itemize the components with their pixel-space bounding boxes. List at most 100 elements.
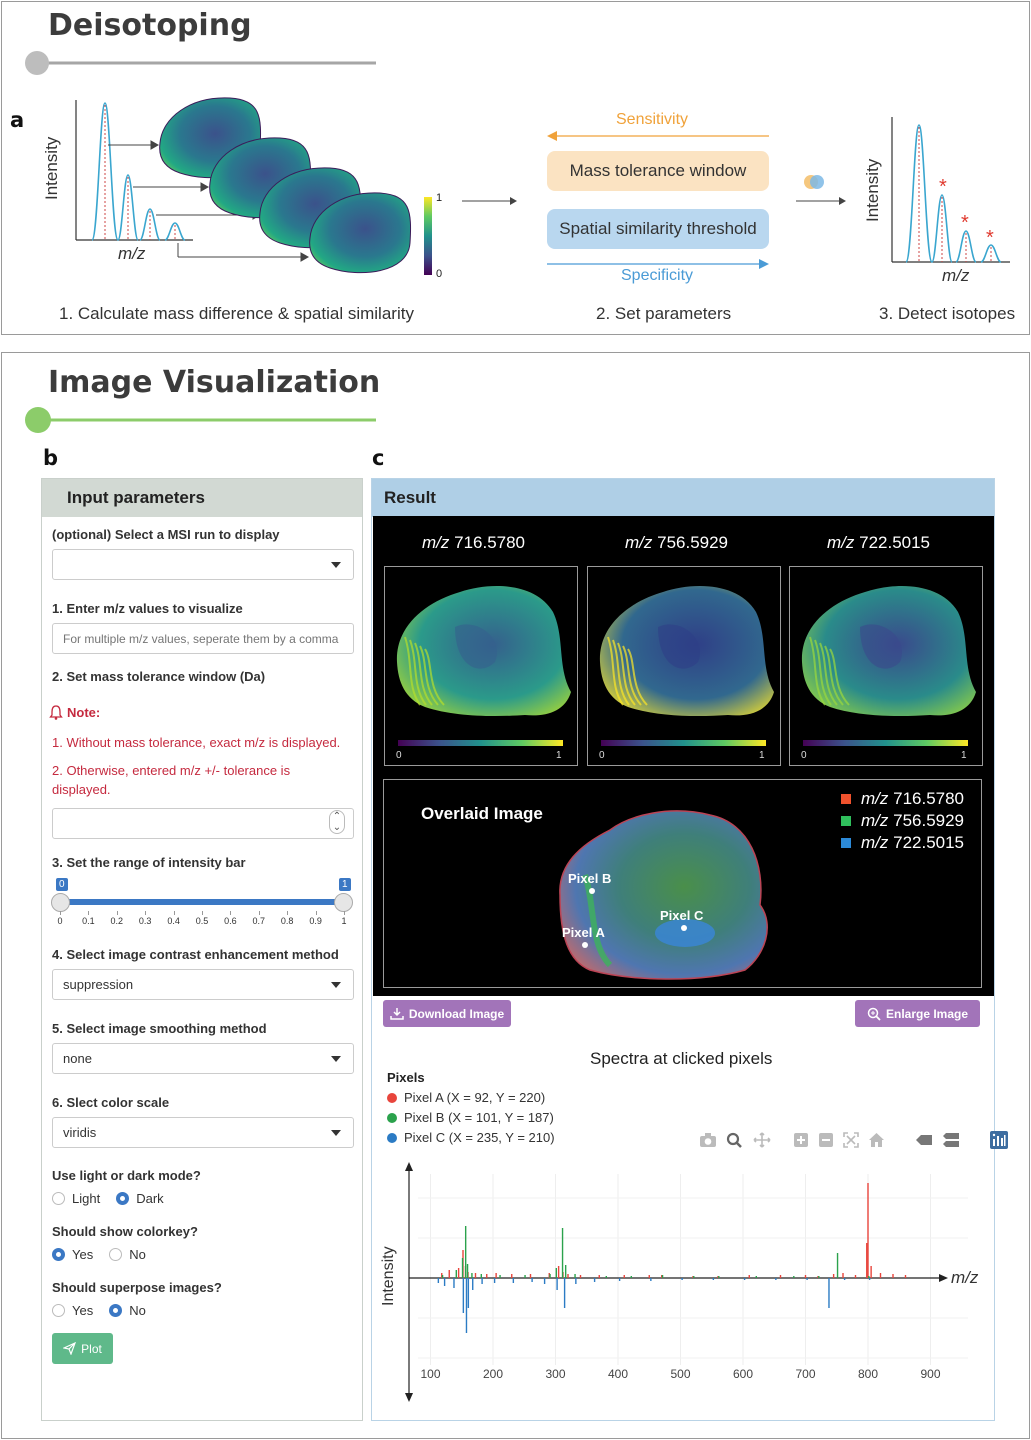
enlarge-image-button[interactable]: Enlarge Image [855, 1000, 980, 1027]
plot-button[interactable]: Plot [52, 1333, 113, 1364]
superpose-radio-yes[interactable] [52, 1304, 65, 1317]
pixel-legend-item[interactable]: Pixel A (X = 92, Y = 220) [387, 1090, 545, 1105]
zoom-icon[interactable] [726, 1132, 744, 1148]
colorkey-radio-yes[interactable] [52, 1248, 65, 1261]
ion-image-title: m/z 716.5780 [422, 533, 525, 553]
mz-axis-label-a: m/z [118, 244, 146, 263]
mz-prefix: m/z [827, 533, 860, 552]
color-scale-value: viridis [63, 1125, 97, 1140]
superpose-option-label: Yes [72, 1303, 94, 1318]
note-line-1: 1. Without mass tolerance, exact m/z is … [52, 735, 341, 750]
ion-image-brain[interactable] [588, 567, 780, 765]
zoom-out-icon[interactable] [818, 1132, 834, 1148]
mode-radio-light[interactable] [52, 1192, 65, 1205]
range-slider-max-handle[interactable] [334, 893, 353, 912]
mass-tolerance-input[interactable]: ⌃ ⌄ [52, 808, 354, 839]
sensitivity-label: Sensitivity [616, 111, 689, 128]
range-tick-mark [287, 911, 289, 915]
colorbar-a-min: 0 [436, 268, 443, 280]
colorkey-radio-no[interactable] [109, 1248, 123, 1261]
legend-text: m/z 722.5015 [861, 833, 964, 853]
range-tick-label: 0.6 [224, 916, 237, 926]
ion-image-frame[interactable] [384, 566, 578, 766]
mz-value: 722.5015 [859, 533, 931, 552]
ion-image-brain[interactable] [790, 567, 982, 765]
camera-icon[interactable] [699, 1132, 717, 1148]
range-tick-label: 0.8 [280, 916, 294, 926]
colorbar-min-label: 0 [599, 750, 605, 761]
mode-option-label: Light [72, 1191, 101, 1206]
colorbar-min-label: 0 [396, 750, 402, 761]
mode-radio-dark[interactable] [116, 1192, 130, 1205]
legend-swatch [841, 838, 851, 848]
arrow-step2-to-step3 [796, 175, 846, 205]
arrow-step1-to-step2 [462, 197, 517, 205]
result-header: Result [372, 479, 994, 517]
range-tick-mark [202, 911, 203, 915]
smoothing-label: 5. Select image smoothing method [52, 1021, 267, 1036]
superpose-label: Should superpose images? [52, 1280, 222, 1295]
zoom-in-icon[interactable] [793, 1132, 809, 1148]
mz-value: 716.5780 [454, 533, 526, 552]
mode-label: Use light or dark mode? [52, 1168, 201, 1183]
input-parameters-card: Input parameters (optional) Select a MSI… [41, 478, 363, 1421]
y-axis-arrow-down [405, 1393, 413, 1402]
download-icon [390, 1008, 404, 1020]
autoscale-icon[interactable] [843, 1132, 859, 1148]
spatial-similarity-box: Spatial similarity threshold [547, 209, 769, 249]
spectra-chart[interactable]: 100 200 300 400 500 600 700 800 900 [378, 1160, 988, 1405]
hover-closest-icon[interactable] [915, 1134, 933, 1146]
download-image-button[interactable]: Download Image [383, 1000, 511, 1027]
colorkey-label: Should show colorkey? [52, 1224, 198, 1239]
range-tick-label: 0.9 [309, 916, 322, 926]
plotly-toolbar [699, 1131, 1008, 1149]
color-scale-select[interactable]: viridis [52, 1117, 354, 1148]
range-tick-mark [145, 911, 147, 915]
range-tick-label: 0 [57, 916, 63, 926]
range-slider-track[interactable] [60, 899, 344, 905]
range-min-badge: 0 [56, 878, 68, 891]
legend-label: Pixel A (X = 92, Y = 220) [404, 1090, 546, 1105]
mz-value: 756.5929 [893, 811, 965, 830]
pixel-legend-item[interactable]: Pixel B (X = 101, Y = 187) [387, 1110, 554, 1125]
note-line-2: 2. Otherwise, entered m/z +/- tolerance … [52, 763, 291, 797]
range-tick-label: 0.1 [82, 916, 95, 926]
range-tick-label: 0.7 [252, 916, 266, 926]
hover-compare-icon[interactable] [942, 1132, 960, 1148]
overlay-legend-item: m/z 756.5929 [841, 811, 964, 831]
mass-tolerance-box: Mass tolerance window [547, 151, 769, 191]
superpose-radio-no[interactable] [109, 1304, 123, 1317]
chevron-down-icon [331, 562, 341, 568]
overlaid-brain-image[interactable] [550, 785, 785, 985]
range-tick-mark [315, 911, 317, 915]
smoothing-select[interactable]: none [52, 1043, 354, 1074]
step2-caption: 2. Set parameters [596, 304, 732, 323]
range-slider-min-handle[interactable] [51, 893, 70, 912]
isotope-marker-3: * [986, 227, 994, 249]
colorbar-max-label: 1 [961, 750, 967, 761]
spinner-icon[interactable]: ⌃ ⌄ [329, 810, 345, 834]
pixel-a-label: Pixel A [562, 925, 605, 940]
isotope-marker-1: * [939, 176, 947, 198]
pan-icon[interactable] [753, 1132, 771, 1148]
mz-values-input[interactable] [52, 623, 354, 654]
colorbar-a [424, 197, 432, 275]
home-icon[interactable] [868, 1132, 885, 1148]
spectra-y-axis-label: Intensity [380, 1246, 397, 1306]
msi-run-select[interactable] [52, 549, 354, 580]
x-tick-label: 800 [858, 1367, 878, 1381]
specificity-label: Specificity [621, 267, 694, 284]
plotly-logo-icon[interactable] [990, 1131, 1008, 1149]
ion-image-colorbar [803, 740, 968, 746]
parameter-arrows [547, 131, 769, 269]
input-parameters-header: Input parameters [42, 479, 362, 517]
isotope-marker-2: * [961, 212, 969, 234]
mz-value: 756.5929 [657, 533, 729, 552]
contrast-select[interactable]: suppression [52, 969, 354, 1000]
ion-image-frame[interactable] [587, 566, 781, 766]
pixel-legend-item[interactable]: Pixel C (X = 235, Y = 210) [387, 1130, 555, 1145]
step3-caption: 3. Detect isotopes [879, 304, 1016, 323]
ion-image-brain[interactable] [385, 567, 577, 765]
legend-dot [387, 1112, 397, 1123]
ion-image-frame[interactable] [789, 566, 983, 766]
